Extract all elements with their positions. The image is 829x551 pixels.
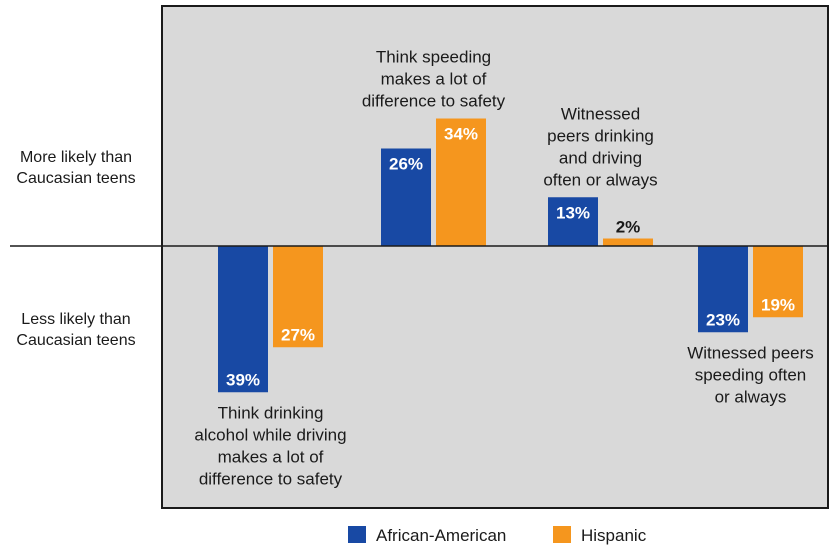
legend-label-african-american: African-American [376,526,506,545]
side-label-more-likely: More likely than [20,149,132,166]
value-label: 26% [389,155,423,174]
category-label: or always [715,387,787,406]
side-label-less-likely: Caucasian teens [16,332,135,349]
side-label-less-likely: Less likely than [21,311,130,328]
value-label: 2% [616,218,641,237]
legend-swatch-african-american [348,526,366,543]
bar-hispanic-group-2 [436,118,486,246]
value-label: 13% [556,203,590,222]
bar-hispanic-group-4 [753,246,803,318]
bar-hispanic-group-3 [603,238,653,246]
bar-african-american-group-1 [218,246,268,393]
category-label: alcohol while driving [194,425,346,444]
category-label: and driving [559,148,642,167]
category-label: often or always [543,170,657,189]
category-label: peers drinking [547,126,654,145]
bar-african-american-group-4 [698,246,748,333]
category-label: speeding often [695,365,807,384]
bar-hispanic-group-1 [273,246,323,348]
category-label: Think speeding [376,48,491,67]
category-label: makes a lot of [381,70,487,89]
category-label: Think drinking [218,403,324,422]
value-label: 27% [281,325,315,344]
category-label: difference to safety [199,469,343,488]
legend-swatch-hispanic [553,526,571,543]
value-label: 19% [761,295,795,314]
category-label: Witnessed peers [687,343,814,362]
value-label: 23% [706,310,740,329]
bar-african-american-group-2 [381,148,431,246]
bar-african-american-group-3 [548,197,598,246]
legend-label-hispanic: Hispanic [581,526,647,545]
side-label-more-likely: Caucasian teens [16,170,135,187]
category-label: makes a lot of [218,447,324,466]
category-label: difference to safety [362,92,506,111]
value-label: 39% [226,370,260,389]
category-label: Witnessed [561,104,640,123]
value-label: 34% [444,125,478,144]
